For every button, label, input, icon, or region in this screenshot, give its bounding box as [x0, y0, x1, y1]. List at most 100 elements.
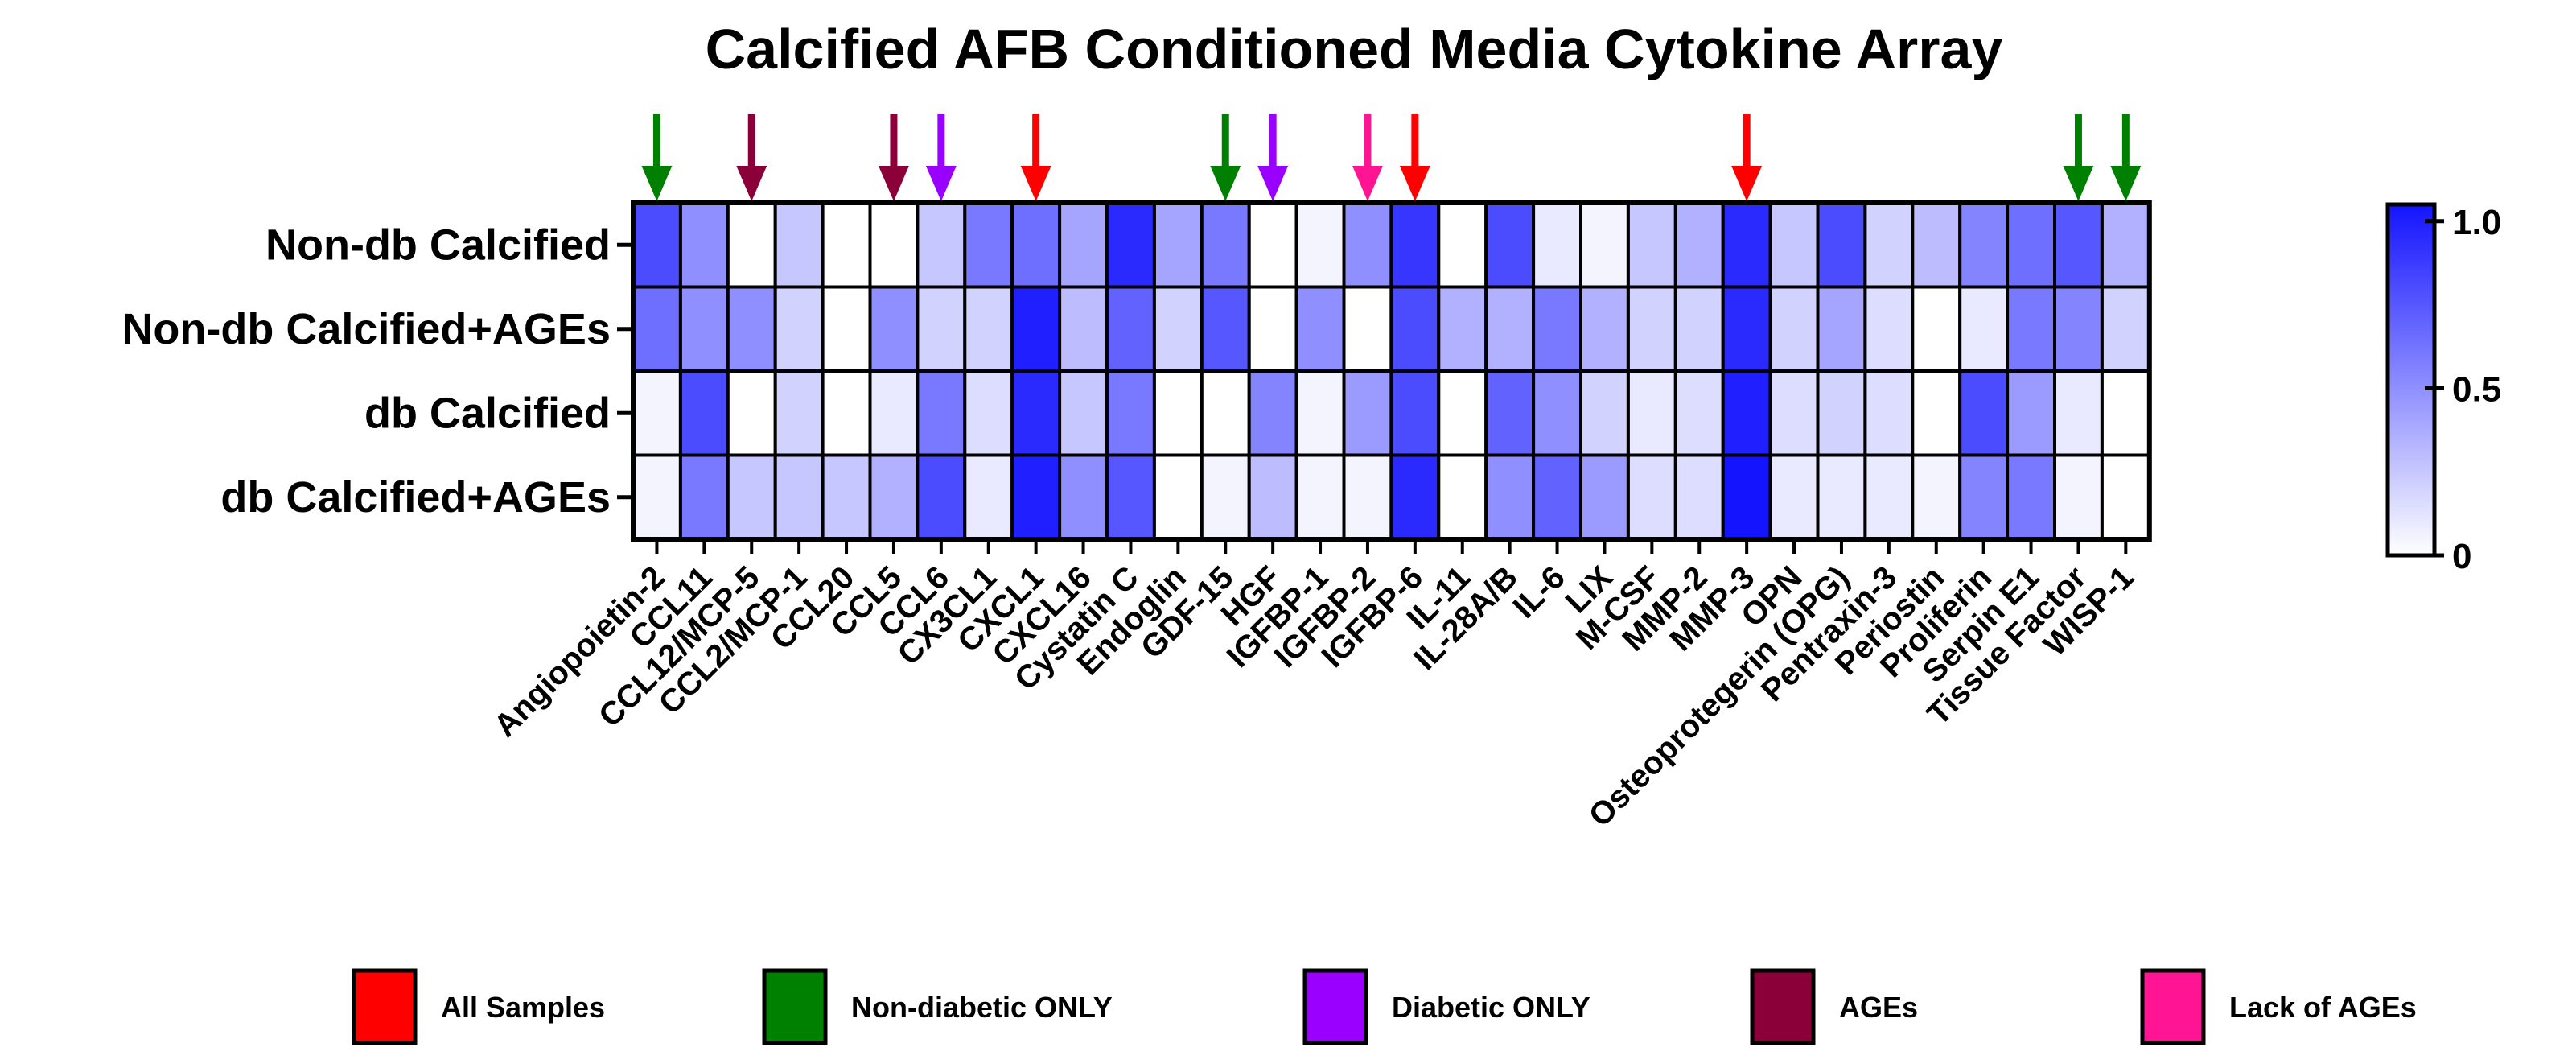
colorbar-gradient — [2385, 202, 2437, 558]
cell-db-calcified-proliferin — [1958, 369, 2010, 457]
legend-label: AGEs — [1839, 991, 1918, 1024]
cell-db-calcified-ages-igfbp-6 — [1389, 453, 1441, 541]
cell-non-db-calcified-pentraxin-3 — [1863, 201, 1915, 289]
cell-non-db-calcified-ccl20 — [821, 201, 872, 289]
cell-db-calcified-ages-ccl12-mcp-5 — [726, 453, 777, 541]
cell-non-db-calcified-ages-cx3cl1 — [963, 285, 1014, 373]
cell-non-db-calcified-ages-gdf-15 — [1200, 285, 1251, 373]
cell-non-db-calcified-ages-il-11 — [1437, 285, 1488, 373]
cell-non-db-calcified-ages-lix — [1579, 285, 1630, 373]
cell-non-db-calcified-ages-pentraxin-3 — [1863, 285, 1915, 373]
cell-db-calcified-ages-ccl5 — [868, 453, 920, 541]
cell-db-calcified-igfbp-2 — [1342, 369, 1393, 457]
cell-db-calcified-cystatin-c — [1105, 369, 1156, 457]
cell-non-db-calcified-m-csf — [1626, 201, 1677, 289]
legend-swatch — [2140, 968, 2206, 1045]
cell-db-calcified-ages-periostin — [1911, 453, 1962, 541]
cell-non-db-calcified-cxcl1 — [1010, 201, 1062, 289]
cell-non-db-calcified-angiopoietin-2 — [632, 201, 682, 289]
cell-db-calcified-ages-ccl6 — [916, 453, 967, 541]
cell-non-db-calcified-ages-tissue-factor — [2053, 285, 2104, 373]
cell-non-db-calcified-ages-m-csf — [1626, 285, 1677, 373]
cell-db-calcified-ages-pentraxin-3 — [1863, 453, 1915, 541]
cell-non-db-calcified-ages-osteoprotegerin-opg — [1816, 285, 1867, 373]
cell-db-calcified-ages-gdf-15 — [1200, 453, 1251, 541]
cell-db-calcified-ccl11 — [678, 369, 730, 457]
cell-non-db-calcified-cx3cl1 — [963, 201, 1014, 289]
arrow-wisp-1 — [2110, 114, 2142, 201]
cell-non-db-calcified-ages-hgf — [1247, 285, 1298, 373]
cell-db-calcified-mmp-2 — [1673, 369, 1725, 457]
cell-db-calcified-ccl6 — [916, 369, 967, 457]
cell-db-calcified-ages-ccl20 — [821, 453, 872, 541]
arrow-ccl12-mcp-5 — [736, 114, 767, 201]
cell-non-db-calcified-serpin-e1 — [2006, 201, 2057, 289]
cell-db-calcified-mmp-3 — [1721, 369, 1772, 457]
legend-swatch — [1302, 968, 1368, 1045]
cell-db-calcified-ages-proliferin — [1958, 453, 2010, 541]
cell-non-db-calcified-ages-ccl11 — [678, 285, 730, 373]
cell-non-db-calcified-ages-opn — [1768, 285, 1820, 373]
cell-db-calcified-osteoprotegerin-opg — [1816, 369, 1867, 457]
legend-item-non-diabetic-only: Non-diabetic ONLY — [762, 968, 1113, 1045]
cell-non-db-calcified-ages-cystatin-c — [1105, 285, 1156, 373]
cell-db-calcified-ages-ccl11 — [678, 453, 730, 541]
marker-arrows — [641, 114, 2142, 201]
cell-db-calcified-ages-il-11 — [1437, 453, 1488, 541]
cell-non-db-calcified-hgf — [1247, 201, 1298, 289]
cell-non-db-calcified-osteoprotegerin-opg — [1816, 201, 1867, 289]
arrow-angiopoietin-2 — [641, 114, 673, 201]
cell-db-calcified-ages-opn — [1768, 453, 1820, 541]
cell-db-calcified-ages-igfbp-1 — [1294, 453, 1346, 541]
cell-non-db-calcified-ages-cxcl1 — [1010, 285, 1062, 373]
cell-db-calcified-ages-mmp-2 — [1673, 453, 1725, 541]
cell-db-calcified-ages-lix — [1579, 453, 1630, 541]
cell-db-calcified-ages-wisp-1 — [2100, 453, 2151, 541]
cell-non-db-calcified-ages-igfbp-1 — [1294, 285, 1346, 373]
cell-non-db-calcified-periostin — [1911, 201, 1962, 289]
cell-db-calcified-ages-endoglin — [1152, 453, 1204, 541]
cell-non-db-calcified-ages-serpin-e1 — [2006, 285, 2057, 373]
cell-non-db-calcified-igfbp-1 — [1294, 201, 1346, 289]
cell-db-calcified-opn — [1768, 369, 1820, 457]
cell-db-calcified-ages-serpin-e1 — [2006, 453, 2057, 541]
legend-label: All Samples — [441, 991, 605, 1024]
cell-non-db-calcified-igfbp-6 — [1389, 201, 1441, 289]
cell-non-db-calcified-ages-endoglin — [1152, 285, 1204, 373]
cell-db-calcified-igfbp-1 — [1294, 369, 1346, 457]
cell-non-db-calcified-opn — [1768, 201, 1820, 289]
cell-non-db-calcified-cxcl16 — [1058, 201, 1109, 289]
cell-db-calcified-ccl5 — [868, 369, 920, 457]
row-label: db Calcified — [364, 389, 611, 437]
cell-non-db-calcified-wisp-1 — [2100, 201, 2151, 289]
colorbar: 0 0.5 1.0 — [2385, 202, 2501, 576]
cell-non-db-calcified-ages-angiopoietin-2 — [632, 285, 682, 373]
legend-item-all-samples: All Samples — [352, 968, 605, 1045]
cell-db-calcified-ages-osteoprotegerin-opg — [1816, 453, 1867, 541]
cell-db-calcified-angiopoietin-2 — [632, 369, 682, 457]
cell-db-calcified-tissue-factor — [2053, 369, 2104, 457]
cell-db-calcified-ages-angiopoietin-2 — [632, 453, 682, 541]
row-label: db Calcified+AGEs — [220, 473, 611, 522]
cell-non-db-calcified-proliferin — [1958, 201, 2010, 289]
cell-non-db-calcified-ages-ccl12-mcp-5 — [726, 285, 777, 373]
cell-db-calcified-cxcl16 — [1058, 369, 1109, 457]
legend-label: Diabetic ONLY — [1392, 991, 1590, 1024]
cell-non-db-calcified-ages-ccl20 — [821, 285, 872, 373]
cell-db-calcified-hgf — [1247, 369, 1298, 457]
row-label: Non-db Calcified+AGEs — [121, 305, 611, 353]
cell-non-db-calcified-igfbp-2 — [1342, 201, 1393, 289]
colorbar-tick-label: 0.5 — [2452, 369, 2501, 409]
arrow-ccl6 — [925, 114, 957, 201]
cell-db-calcified-ages-ccl2-mcp-1 — [773, 453, 825, 541]
cell-db-calcified-il-28a-b — [1484, 369, 1536, 457]
cell-db-calcified-ages-il-28a-b — [1484, 453, 1536, 541]
legend-swatch — [1750, 968, 1816, 1045]
cell-non-db-calcified-il-6 — [1532, 201, 1582, 289]
cell-db-calcified-periostin — [1911, 369, 1962, 457]
arrow-igfbp-2 — [1352, 114, 1383, 201]
cell-db-calcified-il-11 — [1437, 369, 1488, 457]
chart-title: Calcified AFB Conditioned Media Cytokine… — [706, 18, 2003, 80]
heatmap-border — [631, 200, 2152, 542]
cell-non-db-calcified-endoglin — [1152, 201, 1204, 289]
